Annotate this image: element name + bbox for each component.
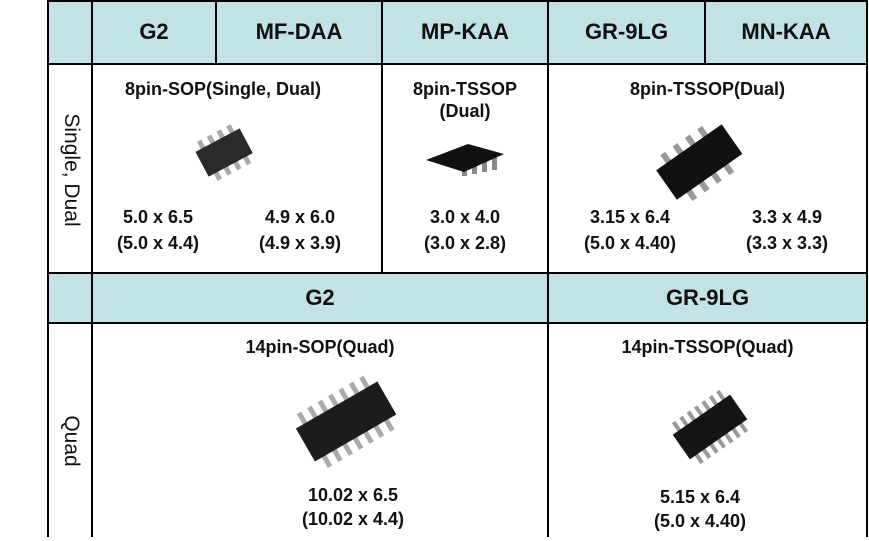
- size: 3.0 x 4.0: [429, 207, 501, 227]
- package-name: 8pin-TSSOP(Dual): [629, 79, 785, 99]
- size: 3.15 x 6.4: [589, 207, 671, 227]
- border: [547, 0, 549, 537]
- column-header: GR-9LG: [584, 19, 669, 44]
- size: 5.15 x 6.4: [659, 487, 741, 507]
- border: [47, 63, 868, 65]
- chip-image: [195, 124, 253, 181]
- column-header: GR-9LG: [665, 285, 750, 310]
- border: [47, 0, 49, 537]
- size: (5.0 x 4.40): [583, 233, 677, 253]
- border: [91, 0, 93, 537]
- size: 5.0 x 6.5: [122, 207, 194, 227]
- chip-image: [671, 389, 749, 465]
- size: 10.02 x 6.5: [307, 485, 399, 505]
- border: [704, 0, 706, 64]
- size: 3.3 x 4.9: [751, 207, 823, 227]
- size: 4.9 x 6.0: [264, 207, 336, 227]
- chip-image: [656, 124, 743, 202]
- column-header: MF-DAA: [255, 19, 343, 44]
- size: (5.0 x 4.40): [653, 511, 747, 531]
- border: [381, 0, 383, 273]
- size: (5.0 x 4.4): [116, 233, 200, 253]
- size: (3.0 x 2.8): [423, 233, 507, 253]
- border: [47, 322, 868, 324]
- column-header: G2: [305, 285, 335, 310]
- column-header: MP-KAA: [421, 19, 509, 44]
- border: [47, 0, 868, 2]
- border: [866, 0, 868, 537]
- column-header: G2: [139, 19, 169, 44]
- chip-image: [295, 375, 397, 468]
- column-header: MN-KAA: [741, 19, 831, 44]
- package-name: 8pin-SOP(Single, Dual): [124, 79, 321, 99]
- package-name: (Dual): [439, 101, 491, 121]
- border: [47, 272, 868, 274]
- chip-image: [426, 144, 504, 176]
- border: [215, 0, 217, 64]
- header-bg: [47, 273, 867, 323]
- row-label: Single, Dual: [60, 113, 83, 227]
- size: (3.3 x 3.3): [745, 233, 829, 253]
- row-label: Quad: [60, 415, 83, 467]
- size: (10.02 x 4.4): [301, 509, 405, 529]
- package-name: 14pin-SOP(Quad): [245, 337, 395, 357]
- header-bg: [47, 0, 867, 64]
- size: (4.9 x 3.9): [258, 233, 342, 253]
- package-name: 14pin-TSSOP(Quad): [621, 337, 794, 357]
- label-bg: [47, 0, 92, 64]
- package-name: 8pin-TSSOP: [412, 79, 517, 99]
